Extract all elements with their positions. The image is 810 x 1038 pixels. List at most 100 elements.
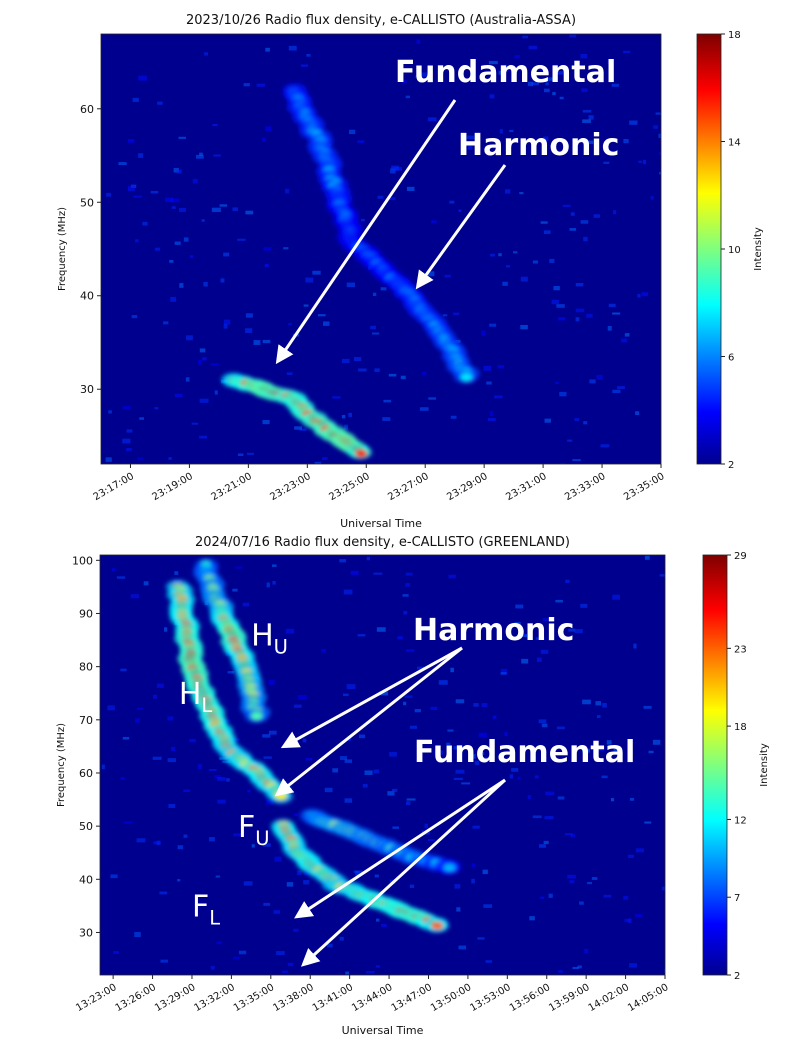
- noise-cell: [504, 189, 511, 194]
- noise-cell: [170, 296, 177, 302]
- noise-cell: [463, 143, 470, 146]
- heatmap-cells: [105, 34, 661, 464]
- noise-cell: [575, 282, 584, 287]
- noise-cell: [568, 628, 576, 632]
- noise-cell: [542, 618, 549, 622]
- y-tick-label: 40: [80, 290, 94, 303]
- noise-cell: [365, 970, 375, 974]
- noise-cell: [304, 870, 310, 876]
- noise-cell: [253, 340, 261, 345]
- noise-cell: [197, 764, 203, 770]
- noise-cell: [106, 192, 112, 197]
- noise-cell: [150, 190, 159, 194]
- noise-cell: [233, 956, 240, 960]
- burst-core: [460, 373, 473, 382]
- noise-cell: [214, 390, 218, 395]
- noise-cell: [453, 777, 463, 781]
- noise-cell: [306, 53, 311, 57]
- chart-title: 2024/07/16 Radio flux density, e-CALLIST…: [195, 535, 570, 550]
- noise-cell: [163, 321, 169, 325]
- noise-cell: [174, 571, 179, 575]
- noise-cell: [611, 83, 619, 87]
- noise-cell: [327, 943, 333, 948]
- noise-cell: [118, 162, 127, 166]
- noise-cell: [461, 782, 471, 785]
- noise-cell: [208, 837, 215, 842]
- noise-cell: [559, 96, 564, 100]
- noise-cell: [510, 756, 515, 760]
- x-tick-label: 23:33:00: [563, 471, 607, 503]
- x-tick-label: 14:05:00: [626, 982, 670, 1014]
- noise-cell: [458, 945, 467, 950]
- noise-cell: [283, 247, 289, 250]
- noise-cell: [652, 739, 661, 745]
- colorbar-tick-label: 2: [728, 460, 734, 471]
- colorbar-label: Intensity: [759, 743, 770, 787]
- noise-cell: [262, 339, 271, 344]
- noise-cell: [223, 323, 228, 329]
- noise-cell: [536, 657, 542, 662]
- noise-cell: [638, 160, 642, 163]
- noise-cell: [648, 750, 654, 754]
- noise-cell: [514, 621, 521, 626]
- noise-cell: [574, 629, 583, 634]
- colorbar-tick-label: 23: [734, 644, 747, 655]
- colorbar: [702, 554, 728, 976]
- noise-cell: [153, 841, 161, 845]
- noise-cell: [371, 332, 380, 335]
- noise-cell: [341, 414, 346, 419]
- noise-cell: [233, 833, 242, 837]
- noise-cell: [483, 904, 493, 908]
- x-tick-label: 13:23:00: [74, 982, 118, 1014]
- noise-cell: [374, 368, 380, 372]
- noise-cell: [596, 374, 603, 380]
- noise-cell: [359, 734, 366, 739]
- noise-cell: [623, 895, 629, 900]
- noise-cell: [256, 83, 266, 87]
- noise-cell: [532, 260, 539, 264]
- noise-cell: [322, 321, 330, 326]
- noise-cell: [504, 68, 509, 72]
- noise-cell: [637, 293, 641, 298]
- colorbar-tick-label: 29: [734, 551, 747, 562]
- y-tick-label: 30: [79, 926, 93, 939]
- noise-cell: [454, 884, 461, 889]
- noise-cell: [232, 207, 238, 212]
- noise-cell: [164, 627, 168, 632]
- noise-cell: [357, 634, 366, 637]
- noise-cell: [575, 308, 585, 313]
- noise-cell: [262, 137, 266, 142]
- noise-cell: [265, 47, 270, 52]
- noise-cell: [658, 133, 661, 138]
- noise-cell: [137, 707, 143, 710]
- noise-cell: [448, 574, 456, 579]
- noise-cell: [370, 325, 376, 330]
- noise-cell: [379, 691, 389, 696]
- noise-cell: [406, 186, 415, 191]
- noise-cell: [191, 422, 199, 425]
- noise-cell: [522, 35, 529, 39]
- noise-cell: [189, 255, 194, 259]
- noise-cell: [344, 424, 349, 430]
- noise-cell: [293, 704, 302, 708]
- noise-cell: [409, 884, 415, 888]
- noise-cell: [583, 236, 588, 242]
- noise-cell: [642, 159, 647, 165]
- noise-cell: [558, 970, 563, 973]
- noise-cell: [527, 795, 532, 800]
- noise-cell: [556, 726, 565, 730]
- colorbar-label: Intensity: [753, 227, 764, 271]
- noise-cell: [294, 813, 299, 817]
- noise-cell: [347, 737, 352, 742]
- x-tick-label: 13:38:00: [271, 982, 315, 1014]
- y-tick-label: 30: [80, 383, 94, 396]
- noise-cell: [242, 602, 250, 607]
- noise-cell: [263, 247, 272, 251]
- noise-cell: [152, 694, 158, 699]
- x-axis-label: Universal Time: [340, 517, 422, 530]
- colorbar-tick-label: 6: [728, 353, 734, 364]
- noise-cell: [558, 317, 566, 321]
- noise-cell: [348, 412, 353, 418]
- noise-cell: [392, 826, 399, 829]
- noise-cell: [582, 119, 591, 123]
